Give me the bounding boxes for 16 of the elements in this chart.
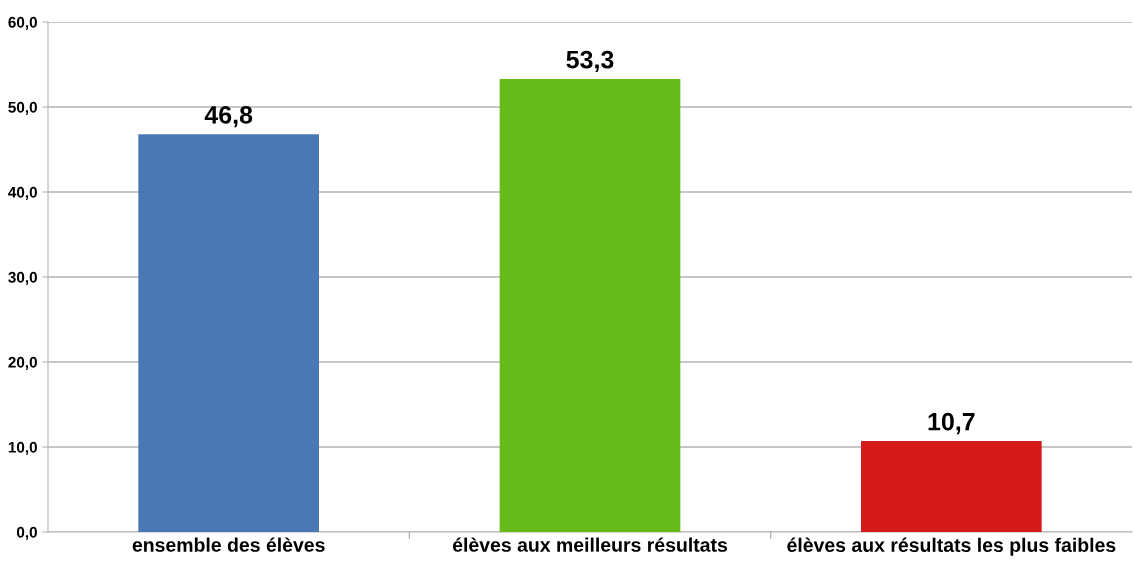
x-tick-label: ensemble des élèves — [132, 537, 325, 552]
x-tick-label: élèves aux résultats les plus faibles — [787, 537, 1116, 556]
bar — [499, 78, 681, 532]
data-label: 46,8 — [204, 106, 253, 128]
y-tick-label: 40,0 — [8, 186, 37, 200]
y-tick-label: 60,0 — [8, 16, 37, 30]
y-tick-label: 10,0 — [8, 441, 37, 455]
y-tick-label: 30,0 — [8, 271, 37, 285]
bar — [138, 134, 319, 532]
x-tick-label: élèves aux meilleurs résultats — [452, 537, 728, 552]
y-tick-label: 0,0 — [16, 526, 37, 540]
data-label: 53,3 — [566, 50, 614, 73]
data-label: 10,7 — [928, 412, 975, 435]
y-tick-label: 20,0 — [8, 356, 37, 370]
y-tick-label: 50,0 — [8, 101, 37, 115]
bar — [861, 441, 1042, 532]
